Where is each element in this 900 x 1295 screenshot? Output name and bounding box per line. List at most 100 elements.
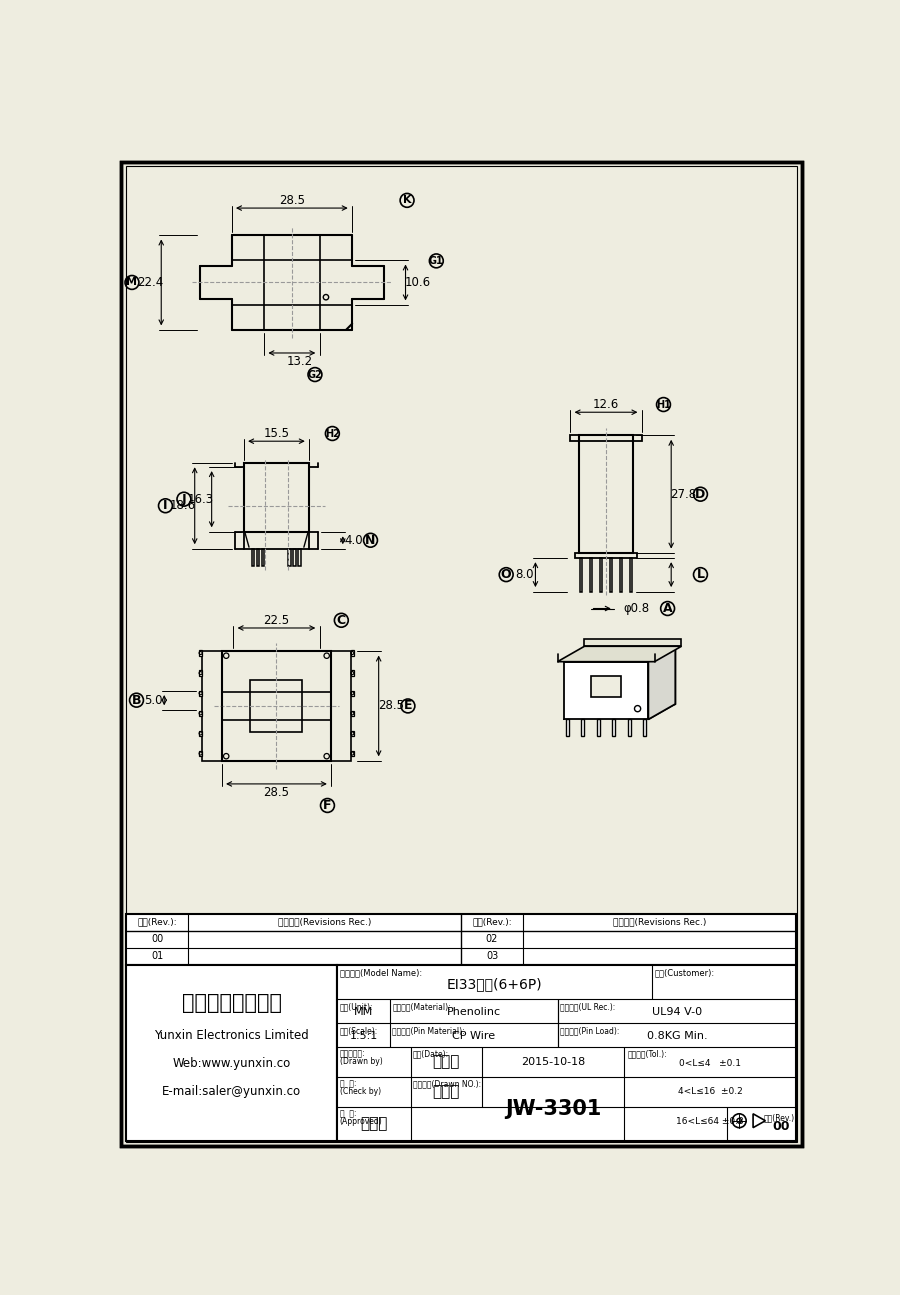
Text: G2: G2 (308, 369, 322, 379)
Text: 02: 02 (486, 934, 499, 944)
Bar (570, 435, 642, 442)
Polygon shape (590, 646, 675, 704)
Bar (199, 711, 202, 716)
Text: 16<L≤64 ±0.3: 16<L≤64 ±0.3 (676, 1118, 744, 1127)
Bar (630, 558, 633, 592)
Text: J: J (182, 492, 186, 506)
Bar (580, 558, 582, 592)
Bar (199, 671, 202, 676)
Text: 22.4: 22.4 (138, 276, 164, 289)
Text: I: I (163, 500, 167, 513)
Text: 云芯电子有限公司: 云芯电子有限公司 (182, 993, 282, 1014)
Text: (Check by): (Check by) (339, 1088, 381, 1097)
Text: Yunxin Electronics Limited: Yunxin Electronics Limited (155, 1028, 310, 1041)
Text: 0.8KG Min.: 0.8KG Min. (646, 1031, 707, 1041)
Text: (Drawn by): (Drawn by) (339, 1058, 382, 1067)
Text: 12.6: 12.6 (593, 398, 619, 411)
Bar (289, 549, 292, 566)
Bar (351, 690, 354, 695)
Text: CP Wire: CP Wire (453, 1031, 495, 1041)
Text: 产品编号(Drawn NO.):: 产品编号(Drawn NO.): (413, 1080, 482, 1089)
Polygon shape (563, 646, 675, 662)
Bar (126, 914, 796, 965)
Bar (331, 651, 351, 761)
Polygon shape (648, 646, 675, 720)
Text: 一般公差(Tol.):: 一般公差(Tol.): (627, 1050, 667, 1059)
Text: 28.5: 28.5 (264, 786, 290, 799)
Bar (581, 720, 584, 737)
Bar (199, 650, 202, 655)
Text: 核  准:: 核 准: (339, 1110, 356, 1119)
Text: 版本(Rev.):: 版本(Rev.): (472, 918, 512, 927)
Text: E-mail:saler@yunxin.co: E-mail:saler@yunxin.co (162, 1085, 302, 1098)
Text: 修改记录(Revisions Rec.): 修改记录(Revisions Rec.) (278, 918, 372, 927)
Bar (597, 720, 599, 737)
Text: 00: 00 (772, 1120, 789, 1133)
Text: 版本(Rev.):: 版本(Rev.): (764, 1114, 797, 1123)
Bar (299, 549, 302, 566)
Text: 版本(Rev.):: 版本(Rev.): (138, 918, 177, 927)
Bar (351, 711, 354, 716)
Polygon shape (584, 638, 681, 646)
Text: 16.3: 16.3 (188, 492, 214, 506)
Bar (610, 558, 612, 592)
Bar (256, 549, 259, 566)
Text: 03: 03 (486, 952, 499, 961)
Text: 5.0: 5.0 (144, 694, 163, 707)
Text: 4<L≤16  ±0.2: 4<L≤16 ±0.2 (678, 1087, 742, 1096)
Text: 校  对:: 校 对: (339, 1080, 356, 1089)
Text: G1: G1 (429, 256, 444, 265)
Bar (244, 532, 310, 549)
Text: C: C (337, 614, 346, 627)
Bar (351, 650, 354, 655)
Text: 01: 01 (151, 952, 163, 961)
Text: H2: H2 (325, 429, 340, 439)
Bar (351, 730, 354, 736)
Bar (221, 651, 331, 761)
Text: 8.0: 8.0 (516, 569, 534, 581)
Bar (351, 671, 354, 676)
Text: B: B (131, 694, 141, 707)
Text: φ0.8: φ0.8 (624, 602, 650, 615)
Bar (599, 558, 602, 592)
Text: 15.5: 15.5 (264, 427, 290, 440)
Text: 单位(Unit):: 单位(Unit): (339, 1002, 374, 1011)
Bar (244, 462, 310, 532)
Text: 比例(Scale):: 比例(Scale): (339, 1026, 378, 1035)
Text: 13.2: 13.2 (286, 355, 312, 368)
Bar (126, 965, 338, 1141)
Text: Phenolinc: Phenolinc (446, 1008, 501, 1018)
Bar (575, 553, 636, 558)
Polygon shape (557, 646, 681, 662)
Bar (252, 549, 255, 566)
Text: 本体材质(Material):: 本体材质(Material): (392, 1002, 451, 1011)
Bar (262, 549, 265, 566)
Text: D: D (696, 488, 706, 501)
Bar (199, 730, 202, 736)
Text: 00: 00 (151, 934, 163, 944)
Text: 针脚材质(Pin Material):: 针脚材质(Pin Material): (392, 1026, 465, 1035)
Text: 27.8: 27.8 (670, 488, 697, 501)
Text: MM: MM (354, 1008, 373, 1018)
Text: 日期(Date):: 日期(Date): (413, 1050, 449, 1059)
Text: (Approved): (Approved) (339, 1118, 382, 1127)
Text: 工程与设计:: 工程与设计: (339, 1050, 365, 1059)
Polygon shape (563, 662, 648, 720)
Text: 防火等级(UL Rec.):: 防火等级(UL Rec.): (560, 1002, 615, 1011)
Text: L: L (697, 569, 705, 581)
Text: A: A (662, 602, 672, 615)
Text: M: M (127, 277, 138, 287)
Text: Web:www.yunxin.co: Web:www.yunxin.co (173, 1057, 291, 1070)
Text: N: N (365, 534, 375, 546)
Bar (566, 720, 569, 737)
Bar (338, 965, 796, 1141)
Bar (202, 651, 221, 761)
Text: 4.0: 4.0 (345, 534, 363, 546)
Bar (591, 676, 621, 698)
Bar (351, 751, 354, 756)
Text: 1.5:1: 1.5:1 (349, 1031, 378, 1041)
Text: 18.6: 18.6 (170, 500, 196, 513)
Text: K: K (403, 196, 411, 206)
Bar (627, 720, 631, 737)
Text: 张生坤: 张生坤 (360, 1116, 388, 1132)
